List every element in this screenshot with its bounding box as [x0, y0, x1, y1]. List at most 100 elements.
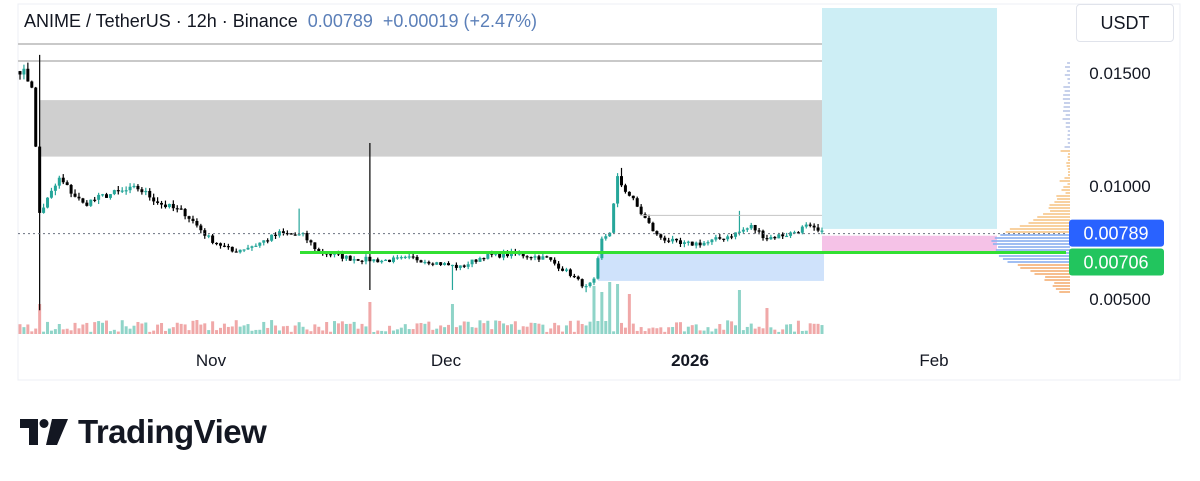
candle-body — [136, 185, 140, 190]
y-axis: 0.01500 0.01000 0.00500 — [1089, 64, 1150, 309]
candle-body — [698, 242, 702, 246]
volume-bar — [502, 323, 506, 334]
candle-body — [215, 242, 219, 245]
candle-body — [160, 202, 164, 205]
profile-bar — [1062, 110, 1070, 112]
price-chart[interactable]: 0.01500 0.01000 0.00500 Nov Dec 2026 Feb 0.00… — [0, 0, 1200, 400]
volume-bar — [745, 326, 749, 334]
candle-body — [250, 246, 254, 248]
volume-bar — [384, 331, 388, 334]
candle-body — [93, 199, 97, 201]
profile-bar — [1067, 130, 1070, 132]
candle-body — [647, 217, 651, 223]
profile-bar — [1007, 261, 1070, 263]
volume-bar — [207, 330, 211, 334]
volume-bar — [678, 322, 682, 334]
volume-bar — [124, 326, 128, 334]
volume-bar — [128, 328, 132, 334]
candle-body — [678, 240, 682, 244]
profile-bar — [1048, 207, 1070, 209]
volume-bar — [753, 328, 757, 334]
candle-body — [627, 191, 631, 196]
candle-body — [97, 194, 101, 200]
candle-body — [490, 253, 494, 255]
current-price-badge: 0.00789 — [1069, 219, 1164, 247]
volume-bar — [120, 320, 124, 334]
tradingview-logo: TradingView — [20, 412, 267, 452]
profile-bar — [1068, 171, 1070, 173]
volume-bar — [549, 328, 553, 334]
candle-body — [505, 252, 509, 257]
volume-bar — [42, 331, 46, 334]
profile-bar — [1066, 70, 1070, 72]
volume-bar — [132, 325, 136, 334]
profile-bar — [1059, 180, 1070, 182]
volume-bar — [262, 321, 266, 334]
profile-bar — [1033, 219, 1070, 221]
volume-bar — [572, 331, 576, 334]
volume-bar — [521, 326, 525, 334]
volume-bar — [490, 329, 494, 334]
volume-bar — [643, 331, 647, 334]
candle-body — [745, 228, 749, 230]
candle-body — [435, 262, 439, 265]
volume-bar — [726, 320, 730, 334]
volume-bar — [435, 328, 439, 334]
profile-bar — [1054, 282, 1070, 284]
volume-bar — [561, 331, 565, 334]
volume-bar — [659, 327, 663, 334]
volume-bar — [403, 324, 407, 334]
candle-body — [234, 251, 238, 253]
resistance-zone — [40, 100, 825, 157]
candle-body — [128, 186, 132, 191]
profile-bar — [1067, 142, 1070, 144]
profile-bar — [1065, 66, 1070, 68]
profile-bar — [1028, 222, 1070, 224]
candle-body — [427, 261, 431, 264]
candle-body — [600, 238, 604, 259]
candle-body — [749, 225, 753, 229]
candle-body — [816, 227, 820, 231]
brand-name: TradingView — [78, 413, 267, 450]
candle-body — [781, 234, 785, 237]
profile-bar — [1067, 78, 1070, 80]
candle-body — [34, 87, 38, 147]
volume-bar — [199, 324, 203, 334]
candle-body — [792, 232, 796, 234]
candle-body — [372, 259, 376, 262]
candle-body — [804, 224, 808, 227]
volume-bar — [97, 321, 101, 334]
candle-body — [309, 240, 313, 243]
candle-body — [769, 236, 773, 240]
candle-body — [238, 249, 242, 253]
profile-bar — [1063, 86, 1070, 88]
candle-body — [584, 286, 588, 288]
candle-body — [104, 194, 108, 198]
profile-bar — [1005, 231, 1070, 233]
candle-body — [183, 208, 187, 217]
candle-body — [458, 265, 462, 268]
volume-bar — [85, 322, 89, 334]
candle-body — [179, 208, 183, 210]
candle-body — [140, 189, 144, 193]
candle-body — [757, 230, 761, 232]
unit-label[interactable]: USDT — [1076, 4, 1174, 42]
volume-bar — [816, 323, 820, 334]
volume-bar — [667, 327, 671, 334]
volume-bar — [140, 323, 144, 334]
volume-bar — [26, 324, 30, 334]
volume-bar — [443, 327, 447, 334]
candle-body — [124, 190, 128, 192]
profile-bar — [1009, 228, 1070, 230]
volume-bar — [639, 327, 643, 334]
volume-bar — [686, 326, 690, 334]
support-badge-bg — [1069, 248, 1164, 276]
candle-body — [498, 252, 502, 258]
volume-bar — [588, 321, 592, 334]
candle-body — [796, 232, 800, 234]
profile-bar — [1044, 279, 1070, 281]
profile-bar — [1067, 134, 1070, 136]
profile-bar — [1052, 285, 1070, 287]
volume-bar — [49, 330, 53, 334]
volume-bar — [258, 329, 262, 334]
